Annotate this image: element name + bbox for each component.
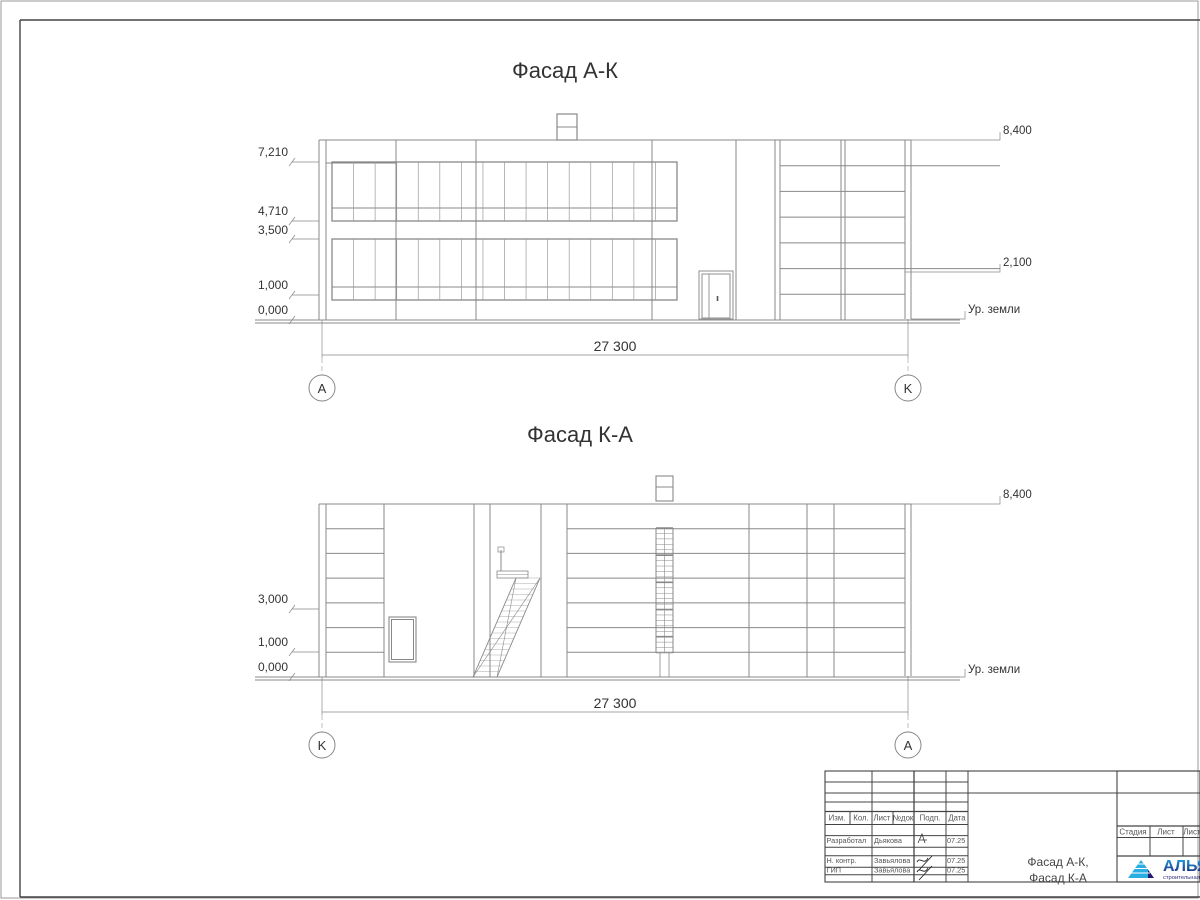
svg-text:Кол.: Кол. bbox=[853, 814, 868, 823]
svg-text:Н. контр.: Н. контр. bbox=[827, 856, 857, 865]
svg-text:2,100: 2,100 bbox=[1003, 257, 1032, 269]
svg-text:Подп.: Подп. bbox=[920, 814, 941, 823]
svg-text:Лист: Лист bbox=[1183, 828, 1200, 837]
svg-text:Завьялова: Завьялова bbox=[874, 866, 911, 875]
svg-text:0,000: 0,000 bbox=[258, 660, 288, 674]
svg-text:Лист: Лист bbox=[874, 814, 891, 823]
svg-text:K: K bbox=[318, 738, 327, 753]
svg-text:АЛЬЯНС: АЛЬЯНС bbox=[1163, 858, 1200, 875]
svg-text:Стадия: Стадия bbox=[1119, 828, 1146, 837]
svg-text:7,210: 7,210 bbox=[258, 145, 288, 159]
svg-text:4,710: 4,710 bbox=[258, 204, 288, 218]
svg-text:Фасад А-К: Фасад А-К bbox=[512, 58, 618, 83]
svg-text:07.25: 07.25 bbox=[947, 836, 965, 845]
svg-text:Фасад К-А: Фасад К-А bbox=[1029, 871, 1087, 885]
svg-text:K: K bbox=[904, 381, 913, 396]
svg-text:Разработал: Разработал bbox=[827, 836, 867, 845]
svg-text:07.25: 07.25 bbox=[947, 856, 965, 865]
svg-text:Изм.: Изм. bbox=[829, 814, 846, 823]
svg-text:8,400: 8,400 bbox=[1003, 489, 1032, 501]
svg-text:№док: №док bbox=[893, 814, 914, 823]
svg-text:Дьякова: Дьякова bbox=[874, 836, 903, 845]
svg-text:27 300: 27 300 bbox=[594, 695, 637, 711]
svg-text:Фасад А-К,: Фасад А-К, bbox=[1027, 855, 1088, 869]
svg-text:Ур. земли: Ур. земли bbox=[968, 304, 1020, 316]
svg-text:A: A bbox=[318, 381, 327, 396]
svg-text:07.25: 07.25 bbox=[947, 866, 965, 875]
svg-text:8,400: 8,400 bbox=[1003, 125, 1032, 137]
svg-text:1,000: 1,000 bbox=[258, 278, 288, 292]
svg-text:0,000: 0,000 bbox=[258, 303, 288, 317]
svg-text:27 300: 27 300 bbox=[594, 338, 637, 354]
svg-text:3,000: 3,000 bbox=[258, 592, 288, 606]
svg-text:ГИП: ГИП bbox=[827, 866, 841, 875]
svg-text:3,500: 3,500 bbox=[258, 223, 288, 237]
svg-text:Завьялова: Завьялова bbox=[874, 856, 911, 865]
svg-text:Фасад К-А: Фасад К-А bbox=[527, 422, 633, 447]
svg-text:Ур. земли: Ур. земли bbox=[968, 664, 1020, 676]
svg-text:строительная компания: строительная компания bbox=[1163, 875, 1200, 881]
svg-text:1,000: 1,000 bbox=[258, 635, 288, 649]
svg-text:Дата: Дата bbox=[948, 814, 966, 823]
svg-text:Лист: Лист bbox=[1157, 828, 1175, 837]
svg-text:A: A bbox=[904, 738, 913, 753]
